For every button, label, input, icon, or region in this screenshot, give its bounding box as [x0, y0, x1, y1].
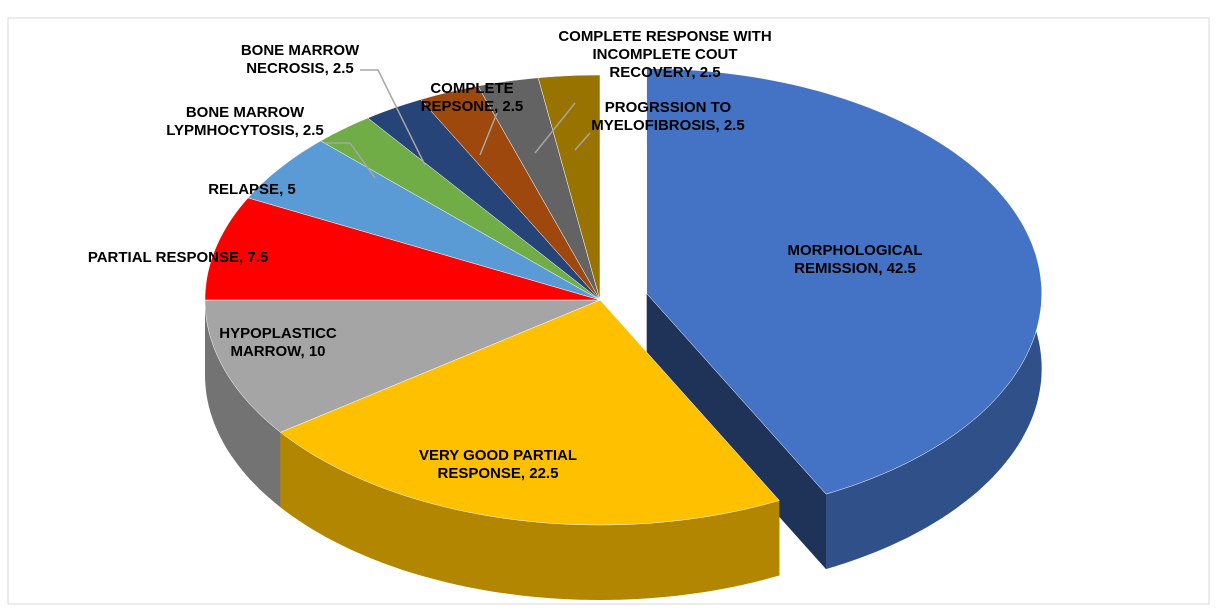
slice-tops	[204, 68, 1042, 526]
data-label: BONE MARROW NECROSIS, 2.5	[240, 42, 360, 77]
category-label: COMPLETE REPSONE	[420, 80, 514, 115]
slice	[537, 74, 601, 301]
value-label: 2.5	[332, 60, 354, 77]
leader-line	[479, 112, 498, 156]
slice	[420, 85, 601, 301]
data-label: PROGRSSION TO MYELOFIBROSIS, 2.5	[591, 99, 745, 134]
category-label: HYPOPLASTICC MARROW	[219, 325, 337, 360]
value-label: 42.5	[886, 260, 916, 277]
category-label: MORPHOLOGICAL REMISSION	[787, 242, 923, 277]
value-label: 10	[308, 343, 326, 360]
data-label: PARTIAL RESPONSE, 7.5	[87, 249, 269, 266]
value-label: 22.5	[529, 465, 559, 482]
category-label: BONE MARROW LYPMHOCYTOSIS	[166, 104, 305, 139]
slice-wall	[280, 432, 780, 600]
category-label: PARTIAL RESPONSE	[87, 249, 239, 266]
leader-line	[360, 69, 426, 166]
slice	[477, 77, 601, 301]
slice	[367, 99, 601, 301]
category-label: PROGRSSION TO MYELOFIBROSIS	[591, 99, 732, 134]
data-label: MORPHOLOGICAL REMISSION, 42.5	[787, 242, 923, 277]
value-label: 2.5	[302, 122, 324, 139]
data-label: COMPLETE RESPONSE WITH INCOMPLETE COUT R…	[558, 28, 772, 81]
value-label: 7.5	[247, 249, 269, 266]
slice	[204, 299, 601, 433]
leader-line	[534, 102, 576, 154]
slice-cut-face	[646, 293, 826, 570]
slice	[646, 68, 1042, 495]
leader-line	[325, 142, 376, 179]
slice	[247, 140, 601, 301]
value-label: 5	[287, 181, 296, 198]
data-label: COMPLETE REPSONE, 2.5	[420, 80, 524, 115]
data-label: BONE MARROW LYPMHOCYTOSIS, 2.5	[166, 104, 324, 139]
data-label: HYPOPLASTICC MARROW, 10	[219, 325, 337, 360]
data-label: VERY GOOD PARTIAL RESPONSE, 22.5	[418, 447, 578, 482]
value-label: 2.5	[699, 64, 721, 81]
category-label: VERY GOOD PARTIAL RESPONSE	[418, 447, 578, 482]
slice-wall	[205, 300, 281, 508]
category-label: RELAPSE	[208, 181, 280, 198]
category-label: BONE MARROW NECROSIS	[240, 42, 360, 77]
leader-line	[574, 132, 591, 151]
slice	[204, 197, 601, 301]
category-label: COMPLETE RESPONSE WITH INCOMPLETE COUT R…	[558, 28, 772, 81]
slice	[279, 299, 780, 526]
value-label: 2.5	[502, 98, 524, 115]
value-label: 2.5	[723, 117, 745, 134]
data-label: RELAPSE, 5	[208, 181, 296, 198]
slice	[320, 117, 601, 301]
